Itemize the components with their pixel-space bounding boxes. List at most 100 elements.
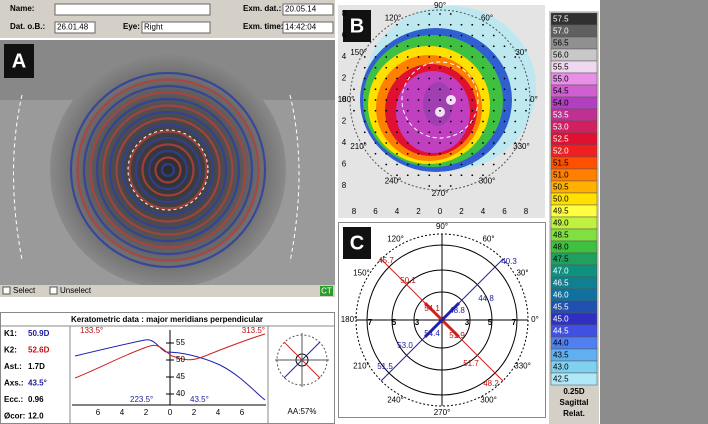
label-a: A: [12, 50, 26, 72]
grid-dot: [514, 99, 516, 101]
angle-label: 120°: [385, 14, 402, 23]
scale-label: 46.5: [553, 279, 569, 288]
grid-dot: [471, 142, 473, 144]
grid-dot: [428, 121, 430, 123]
meridian-value: 40.3: [501, 257, 517, 266]
scale-label: 43.5: [553, 351, 569, 360]
grid-dot: [396, 153, 398, 155]
grid-dot: [525, 110, 527, 112]
grid-dot: [418, 164, 420, 166]
row-value: 12.0: [28, 412, 44, 421]
kerato-title: Keratometric data : major meridians perp…: [71, 315, 263, 324]
grid-dot: [504, 45, 506, 47]
grid-dot: [493, 78, 495, 80]
unselect[interactable]: Unselect: [60, 286, 92, 295]
angle-label: 330°: [513, 142, 530, 151]
grid-dot: [364, 110, 366, 112]
grid-dot: [471, 56, 473, 58]
angle-label: 270°: [432, 189, 449, 198]
scale-label: 45.5: [553, 303, 569, 312]
x-tick-label: 4: [120, 408, 125, 417]
row-value: 43.5°: [28, 379, 47, 388]
grid-dot: [450, 131, 452, 133]
grid-dot: [418, 24, 420, 26]
meridian-value: 48.2: [483, 379, 499, 388]
grid-dot: [385, 121, 387, 123]
grid-dot: [439, 142, 441, 144]
grid-dot: [461, 35, 463, 37]
grid-dot: [450, 45, 452, 47]
x-tick-label: 6: [96, 408, 101, 417]
grid-dot: [493, 131, 495, 133]
grid-dot: [493, 110, 495, 112]
grid-dot: [375, 99, 377, 101]
x-tick-label: 2: [459, 207, 464, 216]
grid-dot: [525, 88, 527, 90]
grid-dot: [428, 110, 430, 112]
grid-dot: [407, 142, 409, 144]
y-tick-label: 55: [176, 338, 185, 347]
grid-dot: [428, 185, 430, 187]
grid-dot: [450, 121, 452, 123]
select-checkbox[interactable]: [3, 287, 10, 294]
angle-label: 180°: [338, 95, 355, 104]
grid-dot: [504, 121, 506, 123]
scale-label: 43.0: [553, 363, 569, 372]
y-tick-label: 4: [342, 52, 347, 61]
grid-dot: [385, 45, 387, 47]
grid-dot: [439, 78, 441, 80]
grid-dot: [407, 110, 409, 112]
grid-dot: [525, 99, 527, 101]
scale-label: 48.0: [553, 243, 569, 252]
grid-dot: [385, 164, 387, 166]
y-tick-label: 45: [176, 372, 185, 381]
x-tick-label: 8: [352, 207, 357, 216]
grid-dot: [385, 35, 387, 37]
exam-time-label: Exm. time:: [243, 22, 283, 31]
grid-dot: [482, 35, 484, 37]
scale-label: 51.5: [553, 159, 569, 168]
angle-label: 210°: [350, 142, 367, 151]
grid-dot: [471, 164, 473, 166]
grid-dot: [407, 56, 409, 58]
grid-dot: [471, 35, 473, 37]
scale-label: 48.5: [553, 231, 569, 240]
grid-dot: [407, 121, 409, 123]
name-field[interactable]: [55, 4, 210, 15]
grid-dot: [439, 67, 441, 69]
grid-dot: [482, 56, 484, 58]
unselect-checkbox[interactable]: [50, 287, 57, 294]
grid-dot: [471, 174, 473, 176]
angle-label: 240°: [385, 177, 402, 186]
angle-label: 60°: [482, 235, 494, 244]
row-label: Ecc.:: [4, 395, 23, 404]
grid-dot: [514, 78, 516, 80]
grid-dot: [428, 142, 430, 144]
grid-dot: [471, 24, 473, 26]
grid-dot: [396, 45, 398, 47]
angle-label: 150°: [350, 48, 367, 57]
grid-dot: [482, 45, 484, 47]
grid-dot: [396, 99, 398, 101]
eye: Right: [144, 23, 163, 32]
meridian-value: 54.4: [424, 329, 440, 338]
row-label: K1:: [4, 329, 17, 338]
select[interactable]: Select: [13, 286, 36, 295]
x-tick-label: 2: [144, 408, 149, 417]
angle-label: 240°: [387, 396, 404, 405]
grid-dot: [439, 131, 441, 133]
angle-label: 150°: [353, 269, 370, 278]
scale-label: 55.0: [553, 75, 569, 84]
grid-dot: [482, 67, 484, 69]
grid-dot: [514, 110, 516, 112]
grid-dot: [493, 67, 495, 69]
angle-label: 30°: [515, 48, 527, 57]
angle-label: 300°: [479, 177, 496, 186]
angle-label: 0°: [531, 315, 539, 324]
scale-label: 56.0: [553, 51, 569, 60]
angle-label: 330°: [514, 362, 531, 371]
row-value: 1.7D: [28, 362, 45, 371]
grid-dot: [493, 56, 495, 58]
grid-dot: [493, 142, 495, 144]
grid-dot: [407, 67, 409, 69]
